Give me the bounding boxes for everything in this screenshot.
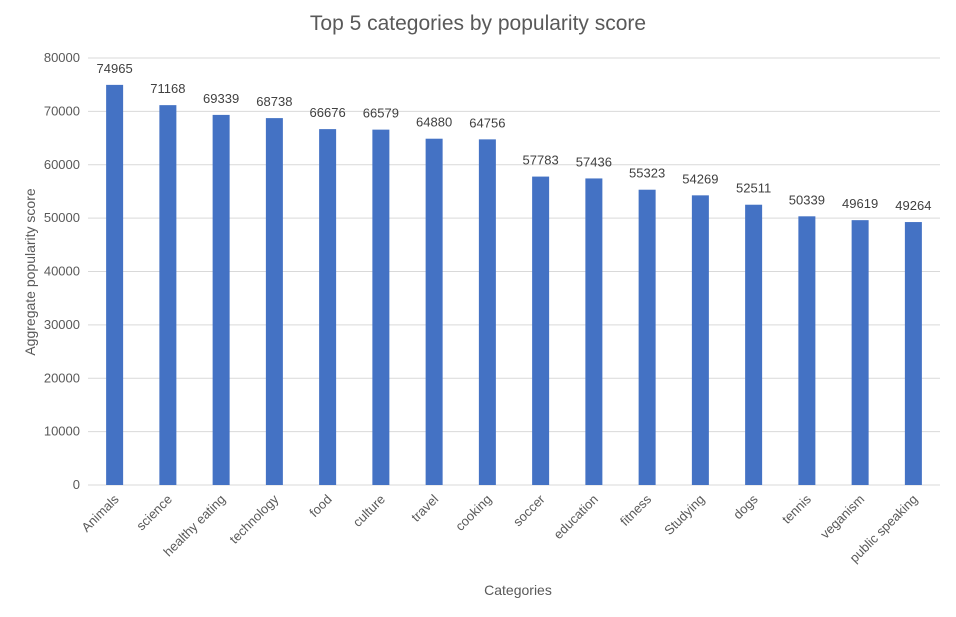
- y-tick-label: 60000: [44, 157, 80, 172]
- data-label: 64756: [469, 115, 505, 130]
- bar: [585, 178, 603, 485]
- bar: [745, 204, 763, 485]
- y-tick-label: 30000: [44, 317, 80, 332]
- chart-title: Top 5 categories by popularity score: [310, 12, 646, 35]
- y-tick-label: 50000: [44, 210, 80, 225]
- y-axis-ticks: 0 10000 20000 30000 40000 50000 60000 70000 8000…: [44, 50, 80, 492]
- data-label: 49619: [842, 196, 878, 211]
- bar: [478, 139, 496, 485]
- data-label: 66579: [363, 106, 399, 121]
- data-label: 68738: [256, 94, 292, 109]
- bar: [691, 195, 709, 485]
- x-tick-label: tennis: [779, 491, 814, 526]
- x-tick-label: Animals: [78, 491, 122, 535]
- data-label: 71168: [150, 81, 185, 96]
- x-tick-label: culture: [350, 492, 388, 530]
- bars: [106, 84, 922, 486]
- x-tick-label: fitness: [617, 491, 655, 529]
- bar: [159, 105, 177, 485]
- y-tick-label: 40000: [44, 264, 80, 279]
- bar: [106, 84, 124, 485]
- bar: [532, 176, 550, 485]
- x-tick-label: science: [133, 492, 175, 534]
- bar: [265, 118, 283, 485]
- bar: [798, 216, 816, 485]
- data-label: 66676: [310, 105, 346, 120]
- data-label: 55323: [629, 166, 665, 181]
- data-labels: 74965 71168 69339 68738 66676 66579 64880 64756…: [97, 61, 932, 213]
- bar: [904, 222, 922, 485]
- bar: [372, 129, 390, 485]
- data-label: 64880: [416, 115, 452, 130]
- gridlines: [88, 57, 940, 486]
- data-label: 57436: [576, 154, 612, 169]
- y-axis-title: Aggregate popularity score: [22, 188, 38, 356]
- bar: [319, 129, 337, 485]
- y-tick-label: 80000: [44, 50, 80, 65]
- data-label: 57783: [523, 153, 559, 168]
- x-tick-label: soccer: [510, 491, 548, 529]
- x-tick-label: Studying: [661, 492, 707, 538]
- y-tick-label: 0: [73, 477, 80, 492]
- y-tick-label: 10000: [44, 424, 80, 439]
- x-tick-label: technology: [226, 491, 281, 546]
- x-tick-label: food: [306, 492, 335, 521]
- bar: [212, 114, 230, 486]
- bar: [425, 138, 443, 485]
- data-label: 49264: [895, 198, 931, 213]
- x-tick-label: education: [551, 492, 601, 542]
- x-tick-label: travel: [408, 491, 441, 524]
- x-tick-label: dogs: [730, 491, 761, 522]
- y-tick-label: 70000: [44, 103, 80, 118]
- bar: [851, 220, 869, 486]
- x-tick-label: veganism: [817, 492, 867, 542]
- y-tick-label: 20000: [44, 370, 80, 385]
- data-label: 74965: [97, 61, 133, 76]
- data-label: 50339: [789, 192, 825, 207]
- data-label: 69339: [203, 91, 239, 106]
- x-tick-label: cooking: [452, 492, 494, 534]
- data-label: 52511: [736, 181, 771, 196]
- data-label: 54269: [682, 171, 718, 186]
- x-axis-title: Categories: [484, 582, 552, 598]
- bar: [638, 189, 656, 485]
